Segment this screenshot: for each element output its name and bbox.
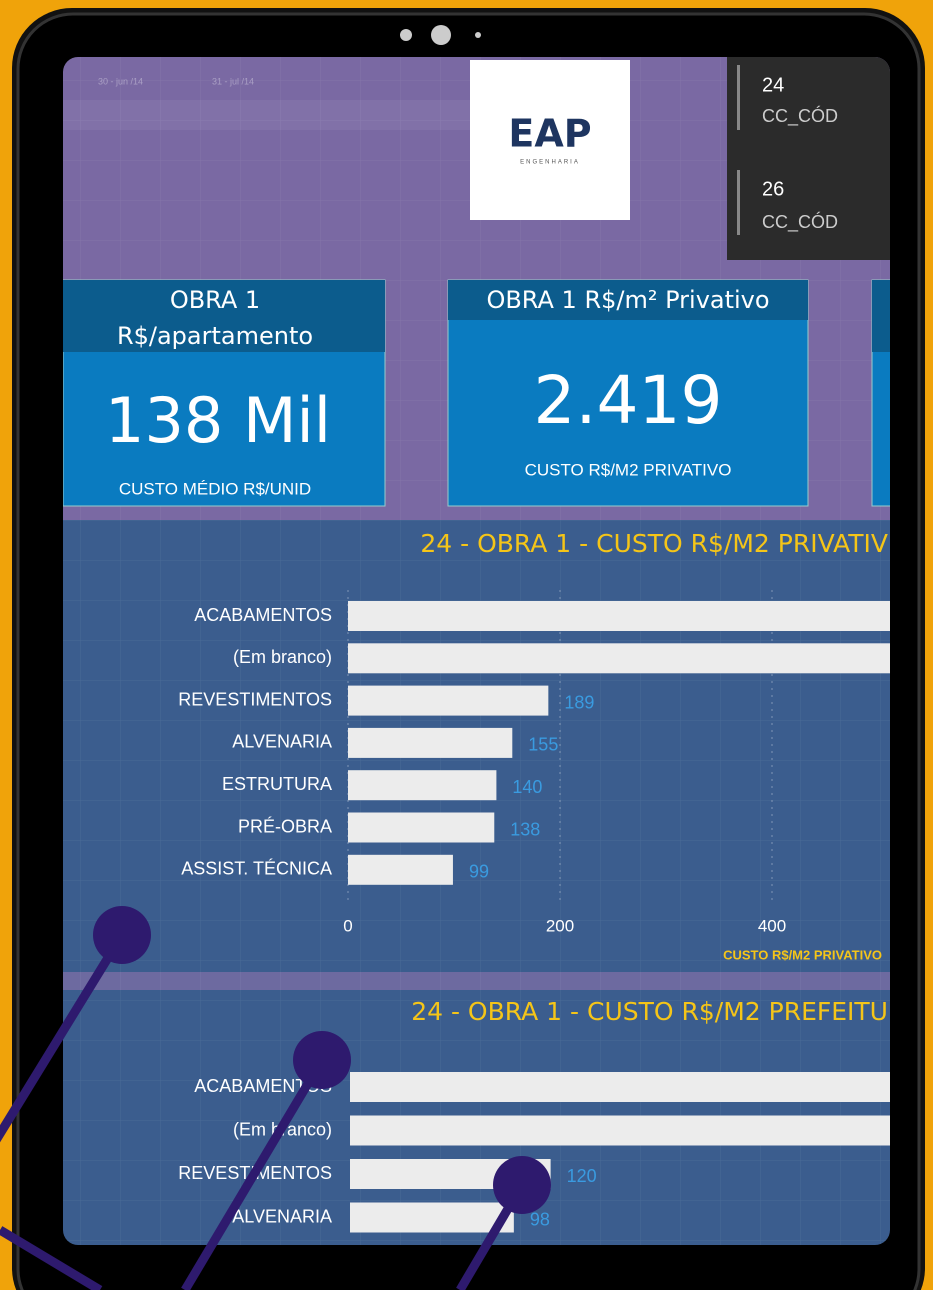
logo-box [470,60,630,220]
value-label: 120 [567,1166,597,1186]
bar [348,643,890,674]
bar [348,812,495,843]
connector-line [0,1226,103,1290]
card-value: 138 Mil [105,384,331,457]
dot [93,906,151,964]
card-title: OBRA 1 [170,286,260,314]
card-header [872,280,890,352]
value-label: 98 [530,1209,550,1229]
camera [431,25,451,45]
category-label: (Em branco) [233,647,332,667]
category-label: ASSIST. TÉCNICA [181,859,332,879]
logo-subtitle: ENGENHARIA [520,160,580,166]
filter-label: CC_CÓD [762,105,838,127]
screen: 30 - jun /14 31 - jul /14 EAP ENGENHARIA… [63,57,890,1245]
dot [493,1156,551,1214]
filter-label: CC_CÓD [762,211,838,233]
category-label: PRÉ-OBRA [238,816,332,836]
value-label: 99 [469,862,489,882]
value-label: 138 [510,819,540,839]
card-subtitle: R$/apartamento [117,322,313,350]
charts: 24 - OBRA 1 - CUSTO R$/M2 PRIVATIV 0 200 40… [178,529,890,1233]
card-title: OBRA 1 R$/m² Privativo [486,286,769,314]
category-label: ALVENARIA [232,732,332,752]
chart-title: 24 - OBRA 1 - CUSTO R$/M2 PREFEITU [411,997,888,1026]
bar [348,601,890,631]
date-label: 31 - jul /14 [212,76,254,86]
category-label: ACABAMENTOS [194,605,332,625]
decoration [0,932,526,1290]
category-label: ACABAMENTOS [194,1076,332,1096]
category-label: REVESTIMENTOS [178,689,332,709]
sensor [475,32,481,38]
bar [348,685,549,716]
filter-panel [727,57,890,260]
bar [350,1202,514,1233]
filter-value[interactable]: 24 [762,74,784,96]
value-label: 189 [564,692,594,712]
timeline-strip [63,100,473,130]
filter-bar [737,65,740,130]
sensor [400,29,412,41]
x-tick-label: 0 [343,916,352,935]
x-axis-label: CUSTO R$/M2 PRIVATIVO [723,947,882,962]
connector-line [0,932,126,1143]
category-label: ESTRUTURA [222,774,332,794]
bar [350,1115,890,1146]
card-caption: CUSTO MÉDIO R$/UNID [119,479,311,498]
filter-bar [737,170,740,235]
card-header [63,280,385,352]
chart-title: 24 - OBRA 1 - CUSTO R$/M2 PRIVATIV [420,529,888,558]
bar [350,1072,890,1102]
x-tick-label: 400 [758,916,786,935]
category-label: ALVENARIA [232,1206,332,1226]
dot [293,1031,351,1089]
bar [348,770,497,801]
x-tick-label: 200 [546,916,574,935]
filter-value[interactable]: 26 [762,178,784,200]
date-label: 30 - jun /14 [98,76,143,86]
bar [348,727,513,758]
card-caption: CUSTO R$/M2 PRIVATIVO [525,460,732,479]
logo-text: EAP [508,112,591,156]
card-value: 2.419 [534,362,723,439]
value-label: 140 [512,777,542,797]
card-header [448,280,808,320]
value-label: 155 [528,735,558,755]
bar [348,854,453,885]
connector-line [181,1057,326,1290]
